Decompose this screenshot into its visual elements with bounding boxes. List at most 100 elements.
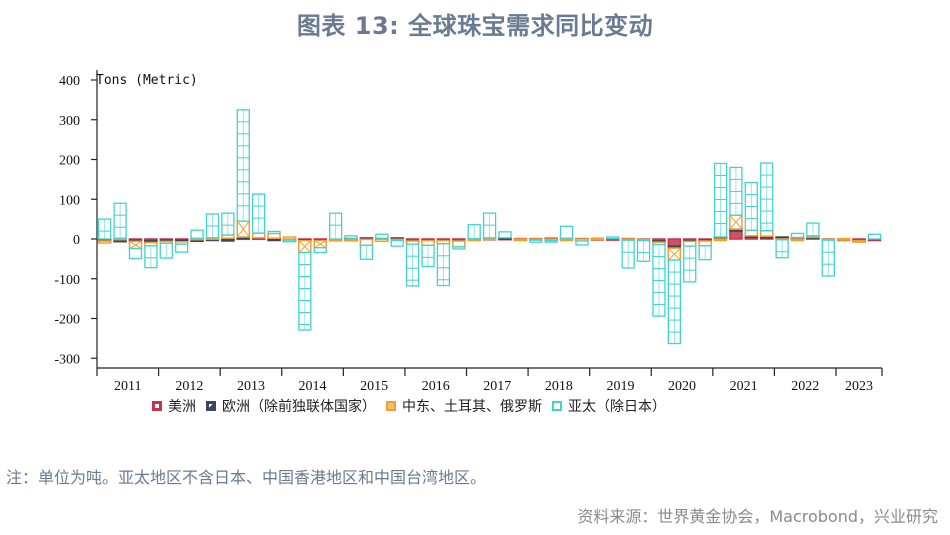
bar-segment <box>667 238 682 247</box>
bar-segment <box>744 229 759 237</box>
bar-segment <box>282 239 297 243</box>
x-tick-label: 2022 <box>791 379 819 394</box>
bar-segment <box>390 239 404 247</box>
bar-segment <box>298 251 312 331</box>
bar-segment <box>282 236 297 240</box>
legend-label: 欧洲（除前独联体国家） <box>222 399 376 415</box>
bar-segment <box>575 240 589 246</box>
bar-segment <box>667 247 682 261</box>
legend-item-europe: 欧洲（除前独联体国家） <box>206 396 376 416</box>
bar-segment <box>621 239 635 269</box>
bar-segment <box>344 238 358 242</box>
x-tick-label: 2017 <box>483 379 511 394</box>
bar-segment <box>806 222 820 237</box>
bar-segment <box>221 212 235 236</box>
bar-segment <box>190 229 204 239</box>
bar-segment <box>113 202 127 239</box>
bar-segment <box>713 162 728 238</box>
bar-segment <box>452 240 466 248</box>
legend-item-americas: 美洲 <box>152 396 196 416</box>
x-tick-label: 2019 <box>606 379 634 394</box>
bar-segment <box>683 245 697 283</box>
y-tick-label: 200 <box>59 154 80 169</box>
y-tick-label: 300 <box>59 114 80 129</box>
bar-segment <box>221 238 235 242</box>
y-tick-label: 400 <box>59 74 80 89</box>
y-axis-unit-label: Tons (Metric) <box>96 73 198 88</box>
x-tick-label: 2016 <box>422 379 450 394</box>
bar-segment <box>236 109 250 222</box>
bar-segment <box>682 240 697 247</box>
bar-segment <box>744 181 758 231</box>
bar-segment <box>667 259 681 345</box>
x-tick-label: 2013 <box>237 379 265 394</box>
bar-segment <box>267 230 281 235</box>
bar-segment <box>544 239 558 243</box>
bar-segment <box>313 247 327 254</box>
bar-segment <box>590 237 605 241</box>
bar-segment <box>98 218 112 240</box>
bar-segment <box>652 243 666 317</box>
bar-segment <box>529 239 543 243</box>
bar-segment <box>559 238 574 242</box>
bar-segment <box>144 245 158 269</box>
bar-segment <box>821 239 835 277</box>
bar-segment <box>375 233 389 239</box>
asia-pacific-swatch-icon <box>552 401 562 411</box>
bar-segment <box>375 238 389 243</box>
bar-segment <box>636 239 651 262</box>
x-tick-label: 2021 <box>730 379 758 394</box>
chart-title: 图表 13: 全球珠宝需求同比变动 <box>296 12 654 40</box>
bar-segment <box>128 247 143 260</box>
bar-segment <box>359 244 374 260</box>
bar-segment <box>436 243 451 287</box>
bar-segment <box>421 244 435 268</box>
y-tick-label: -100 <box>54 273 80 288</box>
bar-segment <box>759 229 774 237</box>
bar-segment <box>267 238 281 242</box>
bar-segment <box>452 246 466 250</box>
x-tick-label: 2014 <box>299 379 327 394</box>
bar-segment <box>729 214 743 230</box>
legend-label: 中东、土耳其、俄罗斯 <box>402 399 542 415</box>
bar-segment <box>251 232 266 239</box>
stacked-bar-chart: 400 300 200 100 0 -100 -200 -300 Tons (Metric) 20… <box>54 70 883 394</box>
bar-segment <box>713 238 728 242</box>
americas-swatch-icon <box>152 401 162 411</box>
bar-segment <box>790 238 805 242</box>
y-tick-label: 0 <box>73 233 80 248</box>
bar-segment <box>606 236 620 240</box>
source-note: 资料来源：世界黄金协会，Macrobond，兴业研究 <box>577 507 938 526</box>
y-tick-label: -200 <box>54 313 80 328</box>
bar-segment <box>405 243 420 287</box>
bar-segment <box>159 242 173 259</box>
bar-segment <box>559 225 574 239</box>
bar-segment <box>421 239 435 247</box>
bar-segment <box>790 232 805 239</box>
bar-segment <box>205 213 220 239</box>
europe-swatch-icon <box>206 401 216 411</box>
bar-segment <box>328 212 343 240</box>
bar-segment <box>852 239 866 243</box>
legend-label: 美洲 <box>168 399 196 415</box>
bar-segment <box>867 233 882 240</box>
bar-segment <box>359 238 374 247</box>
bar-segment <box>97 240 112 244</box>
middle-east-swatch-icon <box>386 401 396 411</box>
footnote: 注：单位为吨。亚太地区不含日本、中国香港地区和中国台湾地区。 <box>6 468 487 487</box>
bar-segment <box>267 232 281 239</box>
bar-segment <box>729 230 743 240</box>
x-tick-label: 2023 <box>845 379 873 394</box>
bar-segment <box>698 240 712 247</box>
x-tick-label: 2018 <box>545 379 573 394</box>
bar-segment <box>236 220 251 238</box>
bar-segment <box>498 231 512 239</box>
x-tick-label: 2012 <box>175 379 203 394</box>
x-tick-label: 2011 <box>114 379 141 394</box>
bar-segment <box>467 224 481 240</box>
bars <box>97 109 882 345</box>
bar-segment <box>513 238 528 242</box>
bar-segment <box>252 193 266 234</box>
bar-segment <box>298 239 312 254</box>
legend-label: 亚太（除日本） <box>568 399 666 415</box>
